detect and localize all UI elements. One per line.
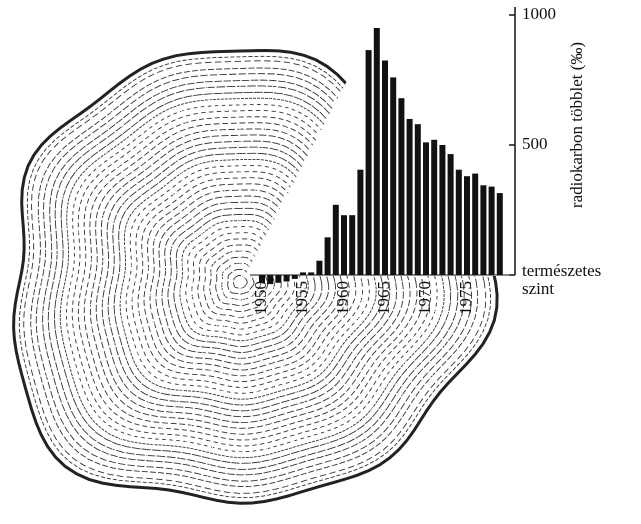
ray bbox=[239, 281, 458, 316]
ray bbox=[239, 82, 309, 283]
x-tick-label: 1975 bbox=[456, 281, 475, 315]
ray bbox=[22, 281, 241, 316]
tree-ring bbox=[77, 116, 425, 441]
bar bbox=[488, 186, 495, 275]
ray bbox=[205, 74, 241, 283]
ray bbox=[110, 281, 241, 453]
y-tick-label: 1000 bbox=[522, 4, 556, 23]
ray bbox=[239, 281, 450, 348]
bar bbox=[390, 77, 397, 276]
bar bbox=[496, 193, 503, 275]
bar bbox=[365, 50, 372, 275]
ray bbox=[239, 281, 370, 453]
bar bbox=[472, 173, 479, 275]
ray bbox=[43, 281, 241, 378]
y-tick-label: természetes szint bbox=[522, 261, 602, 298]
bar bbox=[455, 169, 462, 275]
ray bbox=[61, 281, 241, 406]
x-tick-label: 1955 bbox=[292, 281, 311, 315]
ray bbox=[22, 248, 241, 283]
tree-ring bbox=[47, 85, 459, 470]
ray bbox=[171, 82, 241, 283]
ray bbox=[139, 94, 241, 283]
bar bbox=[406, 119, 413, 275]
ray bbox=[110, 111, 241, 283]
ray bbox=[84, 281, 241, 431]
bar bbox=[308, 272, 315, 275]
tree-ring bbox=[227, 268, 255, 295]
bar bbox=[373, 28, 380, 275]
bar bbox=[349, 215, 356, 275]
ray bbox=[205, 281, 241, 490]
ray bbox=[239, 94, 341, 283]
x-tick-label: 1970 bbox=[415, 281, 434, 315]
bar bbox=[464, 176, 470, 275]
tree-ring bbox=[137, 177, 357, 383]
ray bbox=[239, 281, 341, 470]
bar bbox=[275, 275, 282, 283]
x-tick-label: 1950 bbox=[251, 281, 270, 315]
y-tick-label: 500 bbox=[522, 134, 548, 153]
bar bbox=[300, 272, 306, 275]
ray bbox=[30, 281, 241, 348]
bar bbox=[414, 124, 421, 275]
ray bbox=[239, 281, 275, 490]
ray bbox=[30, 216, 241, 283]
x-tick-label: 1960 bbox=[333, 281, 352, 315]
wedge-cut bbox=[243, 0, 641, 279]
bar bbox=[398, 98, 405, 275]
ray bbox=[239, 281, 419, 406]
bar bbox=[357, 169, 364, 275]
ray bbox=[43, 186, 241, 283]
ray bbox=[239, 281, 309, 482]
ray bbox=[171, 281, 241, 482]
bar bbox=[382, 60, 388, 275]
bar bbox=[341, 215, 347, 275]
ray bbox=[61, 158, 241, 283]
bar bbox=[431, 139, 438, 275]
tree-ring bbox=[89, 128, 411, 429]
ray bbox=[239, 281, 396, 431]
bar bbox=[332, 204, 339, 275]
bar bbox=[480, 185, 487, 275]
ray bbox=[239, 74, 275, 283]
bar bbox=[316, 260, 323, 275]
bar bbox=[447, 154, 454, 275]
ray bbox=[139, 281, 241, 470]
bar bbox=[439, 145, 446, 275]
bar bbox=[267, 275, 274, 285]
bar bbox=[291, 275, 298, 279]
x-tick-label: 1965 bbox=[374, 281, 393, 315]
y-axis-label: radiokarbon többlet (‰) bbox=[567, 42, 586, 208]
ray bbox=[239, 281, 437, 378]
bar bbox=[324, 237, 331, 275]
bar bbox=[423, 142, 429, 275]
bar bbox=[259, 275, 265, 283]
ray bbox=[84, 133, 241, 283]
bar bbox=[283, 275, 290, 282]
